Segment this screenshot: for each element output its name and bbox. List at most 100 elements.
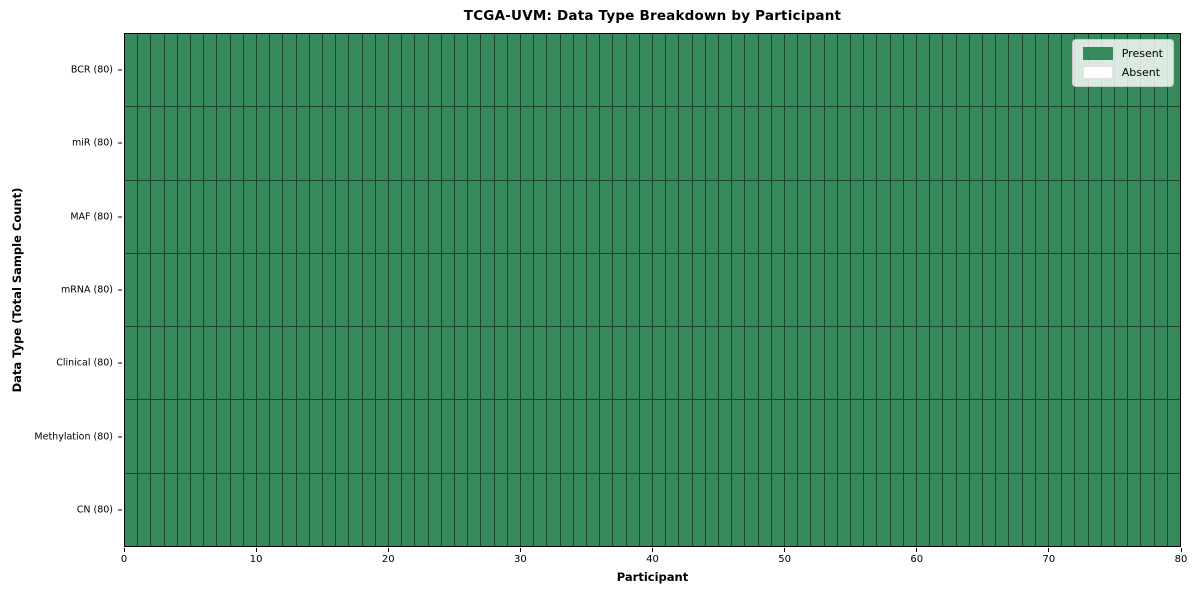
heatmap-cell — [732, 400, 745, 473]
heatmap-cell — [1075, 180, 1088, 253]
heatmap-cell — [877, 400, 890, 473]
heatmap-cell — [1167, 400, 1180, 473]
heatmap-cell — [784, 473, 798, 546]
heatmap-cell — [943, 34, 956, 107]
heatmap-cell — [1048, 327, 1062, 400]
heatmap-cell — [1154, 473, 1167, 546]
heatmap-cell — [322, 253, 336, 327]
heatmap-cell — [190, 400, 204, 473]
heatmap-cell — [811, 400, 824, 473]
heatmap-cell — [204, 107, 217, 180]
heatmap-cell — [164, 400, 177, 473]
heatmap-cell — [375, 253, 388, 327]
heatmap-cell — [639, 327, 652, 400]
y-tick-mark — [118, 289, 122, 291]
heatmap-cell — [996, 327, 1009, 400]
x-tick-mark — [784, 548, 786, 552]
heatmap-cell — [217, 400, 230, 473]
heatmap-cell — [1009, 253, 1022, 327]
heatmap-cell — [428, 180, 441, 253]
heatmap-cell — [652, 34, 666, 107]
legend: Present Absent — [1071, 39, 1174, 87]
heatmap-cell — [798, 473, 811, 546]
heatmap-cell — [864, 107, 877, 180]
heatmap-cell — [1141, 327, 1154, 400]
heatmap-cell — [190, 180, 204, 253]
heatmap-cell — [798, 34, 811, 107]
heatmap-cell — [494, 180, 507, 253]
heatmap-cell — [996, 180, 1009, 253]
heatmap-cell — [1141, 107, 1154, 180]
heatmap-cell — [1062, 107, 1075, 180]
heatmap-cell — [1009, 400, 1022, 473]
heatmap-cell — [243, 34, 256, 107]
heatmap-cell — [177, 34, 190, 107]
heatmap-cell — [362, 34, 375, 107]
heatmap-cell — [718, 107, 732, 180]
heatmap-cell — [164, 34, 177, 107]
heatmap-cell — [494, 327, 507, 400]
heatmap-cell — [916, 400, 930, 473]
heatmap-cell — [547, 253, 560, 327]
heatmap-cell — [151, 327, 164, 400]
heatmap-cell — [732, 473, 745, 546]
heatmap-cell — [190, 107, 204, 180]
heatmap-cell — [864, 34, 877, 107]
heatmap-cell — [547, 34, 560, 107]
heatmap-cell — [613, 253, 626, 327]
heatmap-cell — [388, 473, 402, 546]
heatmap-cell — [1128, 107, 1141, 180]
heatmap-cell — [230, 327, 243, 400]
heatmap-cell — [798, 180, 811, 253]
heatmap-cell — [388, 327, 402, 400]
heatmap-cell — [573, 107, 586, 180]
heatmap-cell — [520, 400, 534, 473]
heatmap-cell — [270, 34, 283, 107]
heatmap-cell — [850, 180, 864, 253]
heatmap-cell — [850, 253, 864, 327]
heatmap-cell — [732, 107, 745, 180]
heatmap-cell — [547, 180, 560, 253]
heatmap-cell — [415, 400, 428, 473]
heatmap-cell — [349, 473, 362, 546]
heatmap-cell — [824, 180, 837, 253]
heatmap-cell — [930, 34, 943, 107]
heatmap-cell — [507, 34, 520, 107]
heatmap-cell — [349, 107, 362, 180]
heatmap-cell — [573, 180, 586, 253]
heatmap-cell — [560, 400, 573, 473]
heatmap-cell — [204, 400, 217, 473]
heatmap-cell — [217, 34, 230, 107]
heatmap-cell — [745, 180, 758, 253]
heatmap-cell — [468, 253, 481, 327]
heatmap-cell — [982, 107, 996, 180]
heatmap-cell — [1101, 327, 1114, 400]
heatmap-cell — [296, 34, 309, 107]
heatmap-cell — [837, 180, 850, 253]
y-tick-mark — [118, 142, 122, 144]
heatmap-cell — [468, 180, 481, 253]
heatmap-cell — [494, 400, 507, 473]
x-tick-mark — [652, 548, 653, 552]
heatmap-cell — [784, 400, 798, 473]
heatmap-cell — [481, 180, 494, 253]
heatmap-cell — [573, 473, 586, 546]
heatmap-cell — [1101, 473, 1114, 546]
heatmap-cell — [573, 253, 586, 327]
heatmap-cell — [309, 34, 322, 107]
heatmap-cell — [956, 34, 969, 107]
heatmap-cell — [138, 253, 151, 327]
heatmap-cell — [454, 253, 468, 327]
heatmap-cell — [322, 34, 336, 107]
heatmap-cell — [1048, 473, 1062, 546]
heatmap-cell — [204, 180, 217, 253]
heatmap-cell — [837, 253, 850, 327]
heatmap-cell — [1048, 107, 1062, 180]
heatmap-cell — [560, 180, 573, 253]
heatmap-cell — [705, 34, 718, 107]
x-tick-mark — [916, 548, 918, 552]
heatmap-cell — [309, 107, 322, 180]
heatmap-cell — [270, 253, 283, 327]
heatmap-cell — [811, 34, 824, 107]
